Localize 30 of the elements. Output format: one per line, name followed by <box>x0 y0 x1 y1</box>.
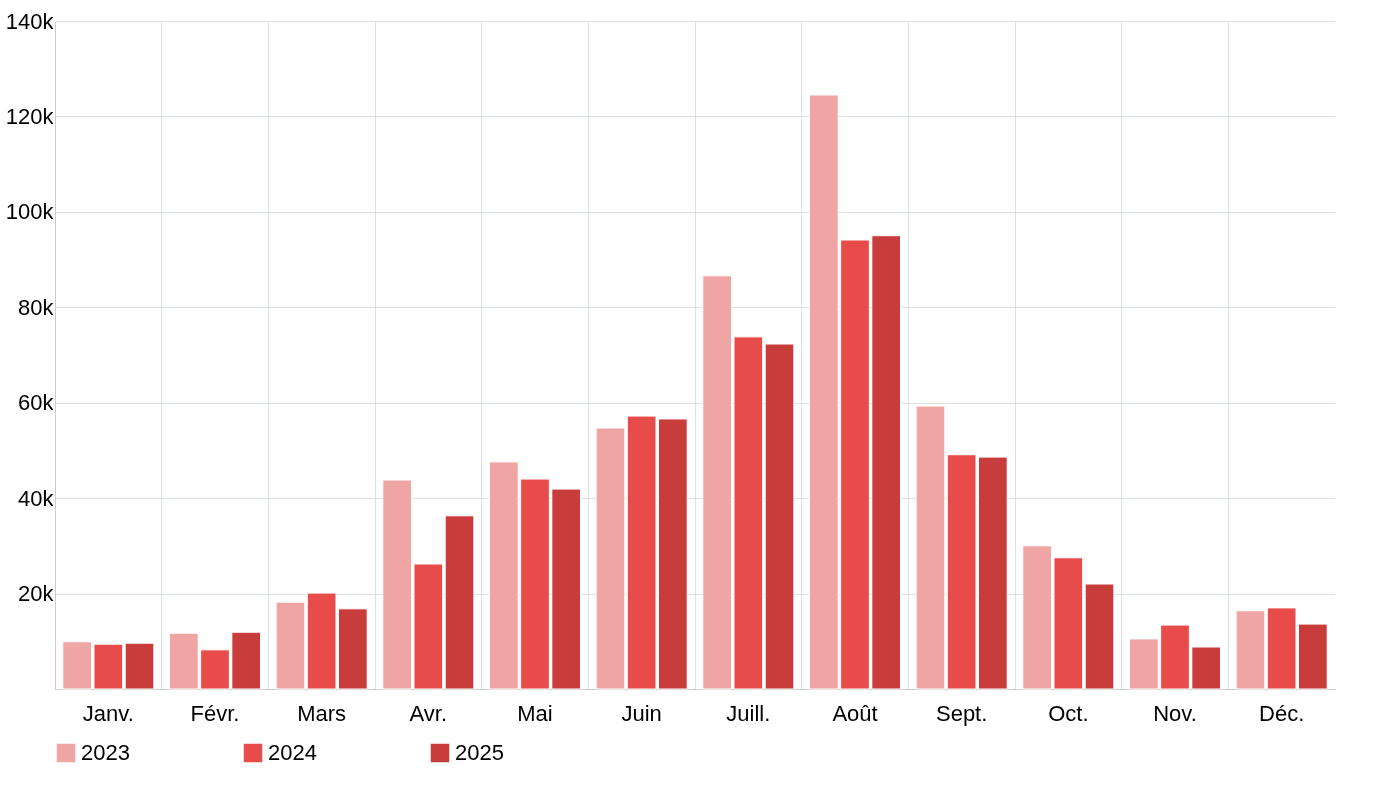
x-tick-label: Janv. <box>82 700 134 726</box>
y-tick-label: 140k <box>5 8 55 34</box>
x-tick-label: Nov. <box>1153 700 1197 726</box>
x-tick-label: Sept. <box>935 700 988 726</box>
y-tick-label: 40k <box>18 485 55 511</box>
x-tick-label: Juill. <box>726 700 771 726</box>
bar <box>1084 583 1115 690</box>
bar <box>1235 610 1266 690</box>
y-tick-label: 100k <box>5 199 55 225</box>
x-tick-label: Févr. <box>190 700 240 726</box>
y-tick-label: 60k <box>18 390 55 416</box>
legend-label: 2025 <box>455 740 504 765</box>
x-tick-label: Mars <box>297 700 347 726</box>
bar <box>595 427 626 690</box>
x-tick-label: Avr. <box>409 700 448 726</box>
x-tick-label: Oct. <box>1048 700 1089 726</box>
x-tick-label: Août <box>832 700 878 726</box>
legend-label: 2023 <box>81 740 130 765</box>
x-tick-label: Juin <box>621 700 662 726</box>
y-tick-label: 120k <box>5 103 55 129</box>
bar <box>124 642 155 690</box>
bar <box>444 515 475 690</box>
bar <box>275 601 306 690</box>
bar <box>915 405 946 690</box>
x-tick-label: Mai <box>517 700 553 726</box>
y-tick-label: 20k <box>18 581 55 607</box>
x-tick-label: Déc. <box>1259 700 1305 726</box>
bar <box>764 343 795 690</box>
y-tick-label: 80k <box>18 294 55 320</box>
legend-label: 2024 <box>268 740 317 765</box>
